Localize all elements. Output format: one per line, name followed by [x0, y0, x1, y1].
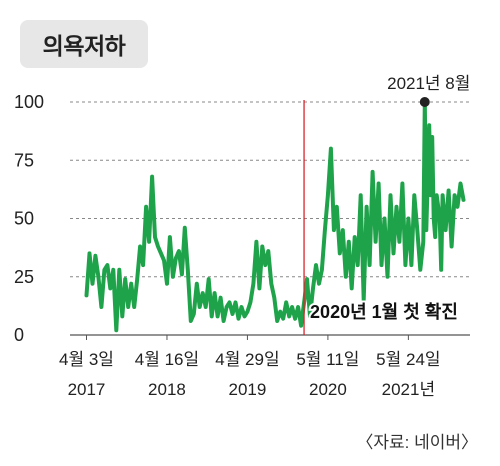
x-tick-label: 4월 16일	[135, 350, 199, 369]
x-tick-year: 2021년	[382, 380, 435, 399]
peak-marker: 2021년 8월	[387, 74, 470, 107]
series-line	[84, 100, 466, 333]
chart-title: 의욕저하	[42, 33, 126, 59]
event-marker: 2020년 1월 첫 확진	[303, 100, 460, 335]
chart-title-badge: 의욕저하	[20, 20, 148, 68]
x-tick-label: 4월 3일	[59, 350, 114, 369]
y-tick-label: 50	[14, 209, 34, 229]
x-tick-year: 2020	[309, 380, 347, 399]
peak-label: 2021년 8월	[387, 74, 470, 93]
grid-lines	[70, 101, 470, 336]
y-tick-label: 75	[14, 150, 34, 170]
x-tick-year: 2017	[68, 380, 106, 399]
source-note: 〈자료: 네이버〉	[356, 433, 478, 452]
x-tick-label: 4월 29일	[215, 350, 279, 369]
x-axis-ticks: 4월 3일 2017 4월 16일 2018 4월 29일 2019 5월 11일 2020 5…	[59, 335, 441, 399]
y-tick-label: 25	[14, 267, 34, 287]
y-tick-label: 0	[14, 325, 24, 345]
series-path	[84, 100, 466, 333]
x-tick-label: 5월 24일	[376, 350, 440, 369]
x-tick-label: 5월 11일	[296, 350, 359, 369]
y-axis-ticks: 0 25 50 75 100	[14, 92, 44, 345]
y-tick-label: 100	[14, 92, 44, 112]
event-label: 2020년 1월 첫 확진	[310, 302, 458, 322]
peak-dot	[419, 97, 430, 107]
x-tick-year: 2018	[148, 380, 186, 399]
x-tick-year: 2019	[229, 380, 267, 399]
